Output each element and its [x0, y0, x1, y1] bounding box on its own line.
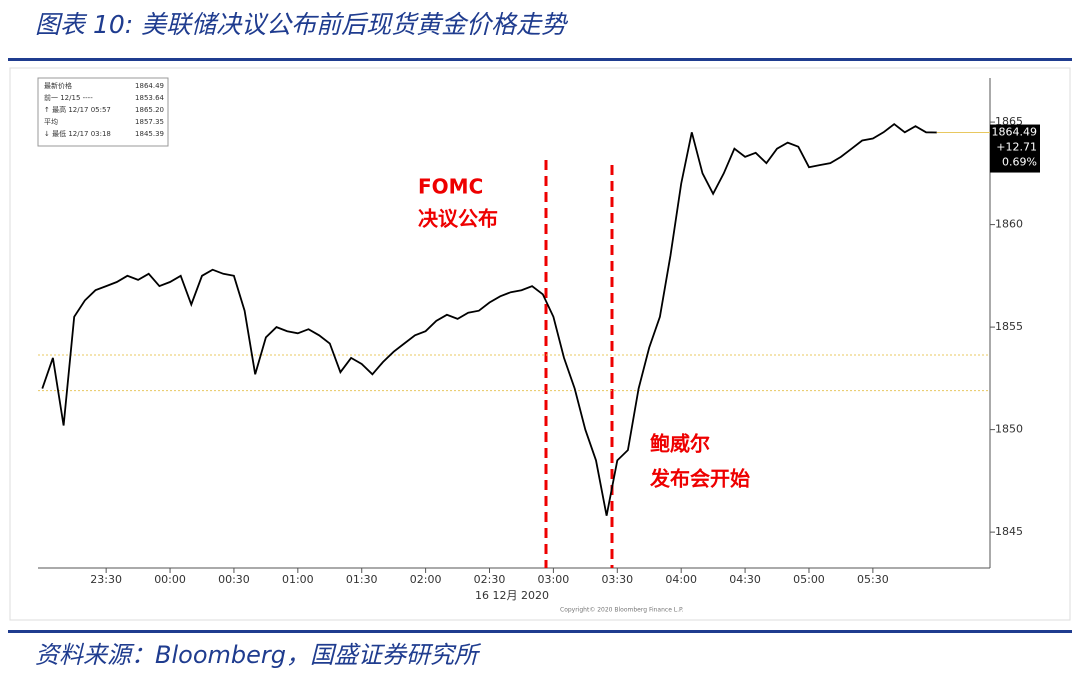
y-tick-label: 1855 — [995, 320, 1023, 333]
x-tick-label: 05:30 — [857, 573, 889, 586]
source: 资料来源：Bloomberg，国盛证券研究所 — [35, 641, 482, 669]
legend-label: 前一 12/15 ---- — [44, 93, 93, 102]
last-tag — [990, 124, 1040, 173]
legend-label: 最新价格 — [44, 81, 72, 90]
legend-label: ↓ 最低 12/17 03:18 — [44, 129, 111, 138]
legend-box — [37, 77, 169, 147]
last-tag-text: 1864.49 — [992, 126, 1038, 139]
x-tick-label: 23:30 — [90, 573, 122, 586]
last-tag-text: +12.71 — [996, 141, 1037, 154]
x-tick-label: 00:00 — [154, 573, 186, 586]
legend-label: ↑ 最高 12/17 05:57 — [44, 105, 111, 114]
last-tag-text: 0.69% — [1002, 156, 1037, 169]
legend-label: 平均 — [44, 117, 58, 126]
x-tick-label: 01:30 — [346, 573, 378, 586]
y-tick-label: 1860 — [995, 218, 1023, 231]
y-tick-label: 1850 — [995, 423, 1023, 436]
x-tick-label: 01:00 — [282, 573, 314, 586]
x-tick-label: 04:30 — [729, 573, 761, 586]
x-tick-label: 02:30 — [474, 573, 506, 586]
legend-value: 1853.64 — [135, 94, 164, 102]
annotation: 发布会开始 — [649, 467, 750, 491]
x-tick-label: 02:00 — [410, 573, 442, 586]
chart-title: 图表 10: 美联储决议公布前后现货黄金价格走势 — [35, 10, 569, 39]
x-date-label: 16 12月 2020 — [475, 589, 549, 602]
copyright: Copyright© 2020 Bloomberg Finance L.P. — [560, 607, 684, 614]
annotation: 鲍威尔 — [650, 432, 710, 456]
x-tick-label: 03:30 — [601, 573, 633, 586]
title-rule — [8, 58, 1072, 61]
legend-value: 1845.39 — [135, 130, 164, 138]
legend-value: 1857.35 — [135, 118, 164, 126]
x-tick-label: 03:00 — [538, 573, 570, 586]
source-rule — [8, 630, 1072, 633]
legend-value: 1864.49 — [135, 82, 164, 90]
price-line — [41, 122, 937, 516]
x-tick-label: 05:00 — [793, 573, 825, 586]
annotation: FOMC — [418, 175, 483, 199]
y-tick-label: 1845 — [995, 525, 1023, 538]
plot-frame — [9, 67, 1071, 621]
legend-value: 1865.20 — [135, 106, 164, 114]
x-tick-label: 04:00 — [665, 573, 697, 586]
annotation: 决议公布 — [418, 207, 498, 231]
x-tick-label: 00:30 — [218, 573, 250, 586]
